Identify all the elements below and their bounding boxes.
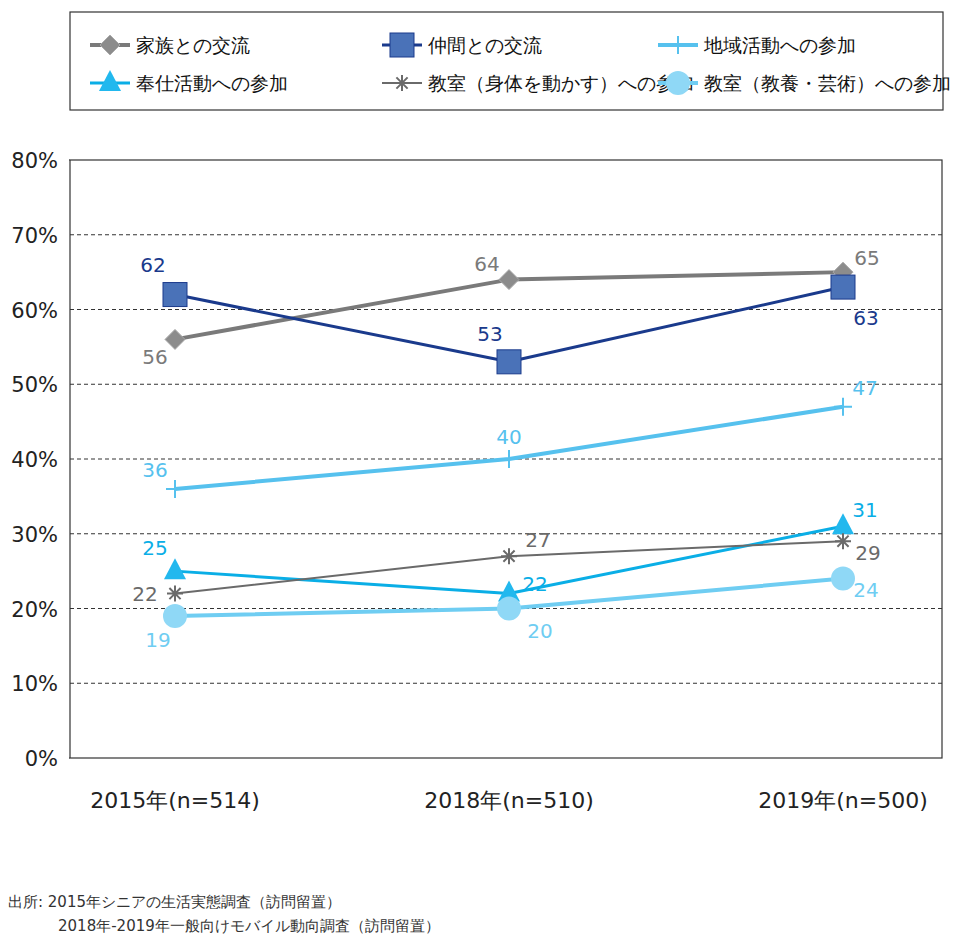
legend-marker bbox=[390, 33, 414, 57]
y-tick-label: 30% bbox=[11, 523, 58, 547]
legend-label: 家族との交流 bbox=[136, 34, 250, 56]
data-label: 36 bbox=[142, 458, 167, 482]
data-label: 47 bbox=[852, 376, 877, 400]
data-label: 63 bbox=[853, 306, 878, 330]
point-marker bbox=[499, 270, 519, 290]
point-marker bbox=[163, 604, 187, 628]
legend-marker bbox=[100, 35, 120, 55]
plot-frame bbox=[70, 160, 942, 758]
data-label: 29 bbox=[855, 541, 880, 565]
chart: 0% 10% 20% 30% 40% 50% 60% 70% 80% 2015年(n=514) 20… bbox=[0, 0, 960, 947]
x-tick-label: 2019年(n=500) bbox=[758, 788, 928, 813]
y-tick-label: 40% bbox=[11, 448, 58, 472]
legend: 家族との交流 仲間との交流 地域活動への参加奉仕活動への参加 教室（身体を動かす）への… bbox=[70, 12, 951, 110]
legend-label: 教室（教養・芸術）への参加 bbox=[704, 72, 951, 94]
y-tick-label: 80% bbox=[11, 149, 58, 173]
x-tick-label: 2015年(n=514) bbox=[90, 788, 260, 813]
point-marker bbox=[164, 558, 186, 579]
point-marker bbox=[831, 275, 855, 299]
data-label: 27 bbox=[525, 528, 550, 552]
point-marker bbox=[834, 398, 852, 416]
grid-line bbox=[70, 384, 942, 385]
point-marker bbox=[832, 513, 854, 534]
y-tick-label: 10% bbox=[11, 672, 58, 696]
data-labels: 56 64 65 62 53 63 36 40 47 25 22 31 22 27 29 19 20 24 bbox=[132, 246, 880, 652]
grid-line bbox=[70, 234, 942, 235]
grid bbox=[69, 160, 942, 758]
y-tick-label: 50% bbox=[11, 373, 58, 397]
data-label: 31 bbox=[852, 498, 877, 522]
point-marker bbox=[497, 350, 521, 374]
grid-line bbox=[70, 683, 942, 684]
legend-marker bbox=[666, 71, 690, 95]
point-marker bbox=[500, 450, 518, 468]
legend-marker bbox=[669, 36, 687, 54]
data-label: 64 bbox=[474, 252, 499, 276]
y-tick-label: 70% bbox=[11, 224, 58, 248]
series-line bbox=[175, 407, 843, 489]
point-marker bbox=[501, 548, 517, 564]
data-group bbox=[163, 262, 855, 628]
data-label: 22 bbox=[132, 582, 157, 606]
point-marker bbox=[835, 533, 851, 549]
source-note: 2018年-2019年一般向けモバイル動向調査（訪問留置） bbox=[58, 917, 440, 935]
legend-label: 奉仕活動への参加 bbox=[136, 72, 288, 94]
point-marker bbox=[831, 567, 855, 591]
point-marker bbox=[165, 329, 185, 349]
source-note: 出所: 2015年シニアの生活実態調査（訪問留置） bbox=[8, 893, 341, 911]
point-marker bbox=[497, 597, 521, 621]
point-marker bbox=[166, 480, 184, 498]
data-label: 62 bbox=[140, 253, 165, 277]
data-label: 20 bbox=[527, 619, 552, 643]
point-marker bbox=[167, 586, 183, 602]
legend-marker bbox=[394, 75, 410, 91]
x-tick-label: 2018年(n=510) bbox=[424, 788, 594, 813]
data-label: 25 bbox=[142, 536, 167, 560]
data-label: 40 bbox=[496, 425, 521, 449]
legend-marker bbox=[99, 70, 121, 91]
data-label: 19 bbox=[145, 628, 170, 652]
grid-line bbox=[70, 309, 942, 310]
legend-label: 仲間との交流 bbox=[428, 34, 542, 56]
data-label: 65 bbox=[854, 246, 879, 270]
y-tick-label: 60% bbox=[11, 299, 58, 323]
y-tick-label: 0% bbox=[25, 747, 58, 771]
legend-box bbox=[70, 12, 943, 110]
data-label: 22 bbox=[522, 572, 547, 596]
y-tick-label: 20% bbox=[11, 598, 58, 622]
data-label: 56 bbox=[142, 345, 167, 369]
data-label: 24 bbox=[853, 578, 878, 602]
point-marker bbox=[163, 283, 187, 307]
legend-label: 教室（身体を動かす）への参加 bbox=[428, 72, 694, 94]
legend-label: 地域活動への参加 bbox=[703, 34, 856, 56]
data-label: 53 bbox=[477, 322, 502, 346]
